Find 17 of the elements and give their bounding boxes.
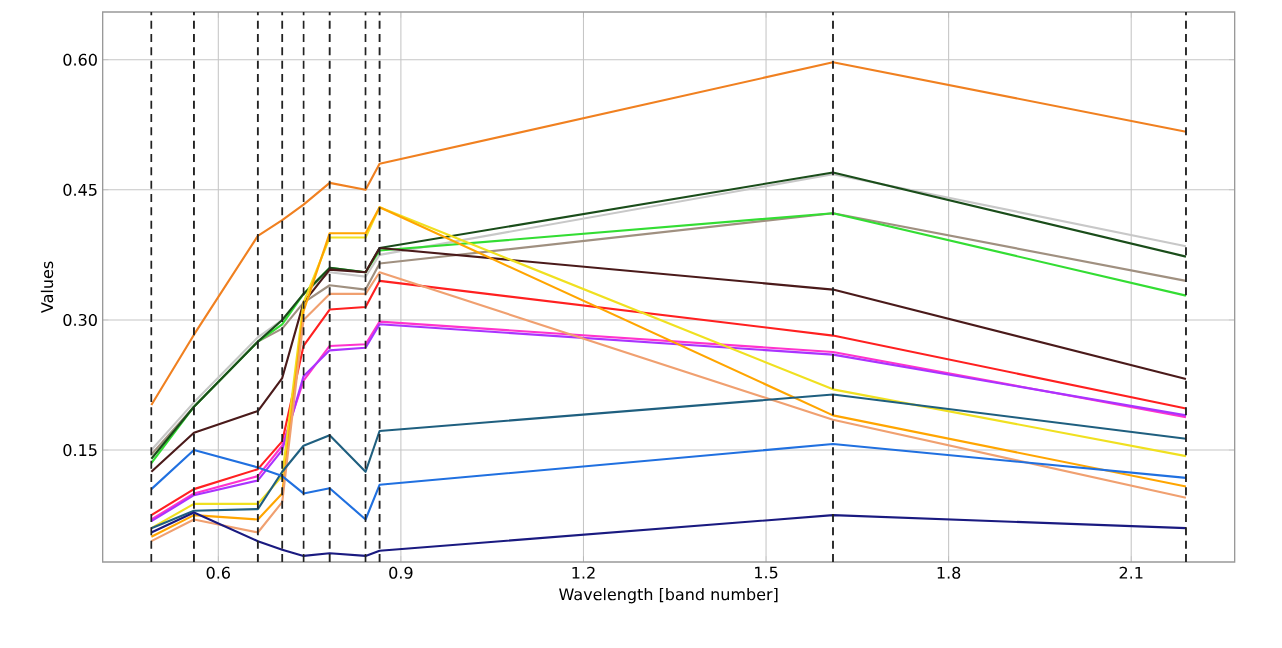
y-tick-label: 0.30 (63, 313, 97, 326)
line-series (150, 442, 1188, 521)
x-tick-label: 0.6 (206, 566, 231, 579)
line-series (150, 246, 1188, 473)
x-tick-label: 1.5 (755, 566, 778, 579)
line-series (150, 393, 1188, 530)
y-tick-label: 0.45 (63, 183, 97, 196)
x-tick-label: 1.8 (937, 566, 961, 579)
x-tick-label: 2.1 (1119, 566, 1143, 579)
line-series (150, 511, 1188, 557)
y-tick-label: 0.15 (63, 444, 97, 457)
y-axis-title: Values (40, 261, 54, 313)
x-tick-label: 0.9 (389, 566, 413, 579)
x-axis-title: Wavelength [band number] (559, 587, 778, 604)
y-tick-label: 0.60 (63, 53, 97, 66)
line-series (150, 61, 1188, 407)
x-tick-label: 1.2 (572, 566, 595, 579)
